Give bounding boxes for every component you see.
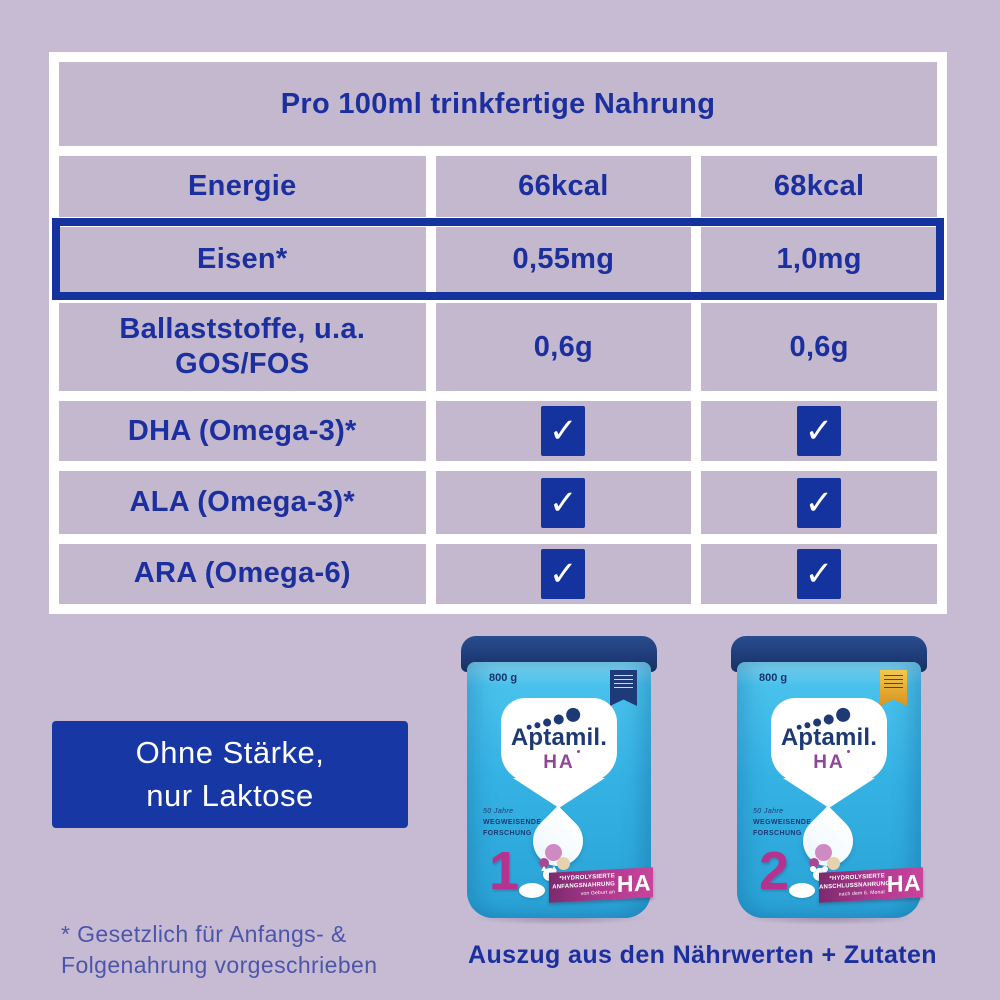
ha-text: HA	[543, 752, 575, 773]
claim-line2: nur Laktose	[146, 777, 314, 813]
check-cell-dha-ha2: ✓	[701, 401, 937, 462]
ha-wordmark: HA	[737, 750, 921, 774]
product-type-banner: *HYDROLYSIERTE ANFANGSNAHRUNG von Geburt…	[549, 867, 653, 903]
logo-shield-point	[783, 778, 875, 808]
banner-ha-label: HA	[886, 868, 922, 897]
ha-wordmark: HA	[467, 750, 651, 774]
footnote-line1: * Gesetzlich für Anfangs- &	[61, 921, 347, 947]
checkmark-icon: ✓	[797, 477, 842, 528]
banner-ha-label: HA	[616, 868, 652, 897]
value-ballaststoffe-ha2: 0,6g	[701, 302, 937, 392]
table-title: Pro 100ml trinkfertige Nahrung	[59, 62, 937, 147]
value-energie-ha2: 68kcal	[701, 156, 937, 217]
quality-badge	[880, 670, 907, 706]
drop-ball-magenta	[809, 858, 819, 868]
drop-ball-tan	[557, 857, 570, 870]
product-can-ha2: 800 g Aptamil. HA 50 Jahre WEGWEISENDE F…	[731, 636, 927, 925]
banner-text: *HYDROLYSIERTE ANFANGSNAHRUNG von Geburt…	[552, 873, 615, 897]
ha-text: HA	[813, 752, 845, 773]
check-cell-dha-ha1: ✓	[435, 401, 692, 462]
product-can-ha1: 800 g Aptamil. HA 50 Jahre WEGWEISENDE F…	[461, 636, 657, 925]
value-eisen-ha1: 0,55mg	[435, 226, 692, 293]
weight-label: 800 g	[489, 672, 518, 684]
check-cell-ala-ha1: ✓	[435, 471, 692, 534]
drop-ball-pink	[815, 844, 832, 861]
weight-label: 800 g	[759, 672, 788, 684]
value-eisen-ha2: 1,0mg	[701, 226, 937, 293]
ha-mark	[576, 750, 580, 753]
drop-ball-tan	[827, 857, 840, 870]
checkmark-icon: ✓	[541, 477, 586, 528]
quality-badge	[610, 670, 637, 706]
row-label-dha: DHA (Omega-3)*	[59, 401, 426, 462]
ballaststoffe-line2: GOS/FOS	[175, 348, 310, 381]
logo-shield-point	[513, 778, 605, 808]
claim-line1: Ohne Stärke,	[135, 734, 325, 770]
checkmark-icon: ✓	[541, 548, 586, 599]
row-label-ara: ARA (Omega-6)	[59, 543, 426, 604]
heritage-text: 50 Jahre WEGWEISENDE FORSCHUNG	[753, 808, 812, 838]
heritage-text: 50 Jahre WEGWEISENDE FORSCHUNG	[483, 808, 542, 838]
can-body: 800 g Aptamil. HA 50 Jahre WEGWEISENDE F…	[737, 662, 923, 918]
footnote-line2: Folgenahrung vorgeschrieben	[61, 952, 378, 979]
drop-ball-pink	[545, 844, 562, 861]
check-cell-ara-ha1: ✓	[435, 543, 692, 604]
brand-wordmark: Aptamil.	[780, 724, 878, 751]
aptamil-logo-shield	[501, 698, 617, 782]
value-energie-ha1: 66kcal	[435, 156, 692, 217]
stage-number: 1	[489, 841, 520, 901]
table-grid: Pro 100ml trinkfertige Nahrung Energie 6…	[59, 62, 937, 604]
can-body: 800 g Aptamil. HA 50 Jahre WEGWEISENDE F…	[467, 662, 653, 918]
nutrition-table: Pro 100ml trinkfertige Nahrung Energie 6…	[49, 52, 947, 614]
row-label-ballaststoffe: Ballaststoffe, u.a. GOS/FOS	[59, 302, 426, 392]
checkmark-icon: ✓	[797, 548, 842, 599]
value-ballaststoffe-ha1: 0,6g	[435, 302, 692, 392]
product-caption: Auszug aus den Nährwerten + Zutaten	[468, 941, 937, 969]
drop-ball-magenta	[539, 858, 549, 868]
ha-mark	[846, 750, 850, 753]
ballaststoffe-line1: Ballaststoffe, u.a.	[119, 312, 366, 345]
aptamil-logo-shield	[771, 698, 887, 782]
brand-wordmark: Aptamil.	[510, 724, 608, 751]
row-label-eisen: Eisen*	[59, 226, 426, 293]
row-label-ala: ALA (Omega-3)*	[59, 471, 426, 534]
banner-text: *HYDROLYSIERTE ANSCHLUSSNAHRUNG nach dem…	[819, 873, 891, 898]
check-cell-ala-ha2: ✓	[701, 471, 937, 534]
row-label-energie: Energie	[59, 156, 426, 217]
stage-number: 2	[759, 841, 790, 901]
product-type-banner: *HYDROLYSIERTE ANSCHLUSSNAHRUNG nach dem…	[819, 867, 923, 903]
checkmark-icon: ✓	[541, 406, 586, 457]
footnote: * Gesetzlich für Anfangs- & Folgenahrung…	[61, 919, 377, 981]
check-cell-ara-ha2: ✓	[701, 543, 937, 604]
claim-box: Ohne Stärke, nur Laktose	[52, 721, 408, 828]
checkmark-icon: ✓	[797, 406, 842, 457]
